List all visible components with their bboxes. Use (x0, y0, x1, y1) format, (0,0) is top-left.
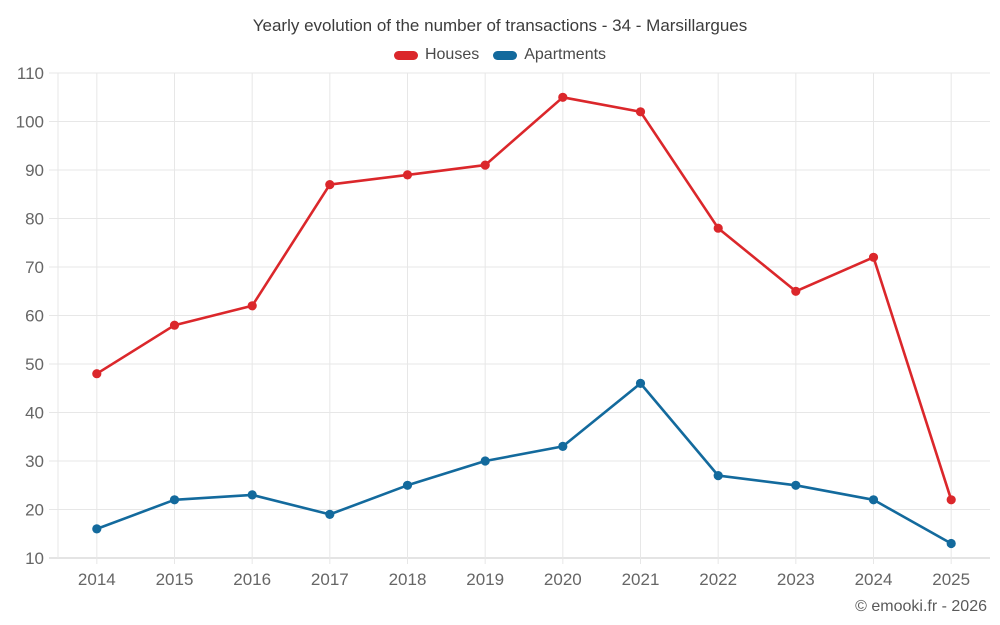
apartments-legend-swatch-icon (493, 50, 518, 60)
houses-data-point[interactable] (791, 286, 801, 296)
apartments-data-point[interactable] (247, 490, 257, 500)
y-axis-tick-label: 20 (25, 501, 44, 520)
houses-data-point[interactable] (868, 252, 879, 262)
y-axis-tick-label: 100 (16, 113, 44, 132)
apartments-data-point[interactable] (558, 441, 568, 451)
x-axis-tick-label: 2023 (777, 570, 815, 589)
x-axis-tick-label: 2019 (466, 570, 504, 589)
apartments-data-point[interactable] (946, 538, 956, 549)
houses-data-point[interactable] (946, 495, 956, 505)
legend-label-apartments: Apartments (524, 46, 607, 63)
y-axis-tick-label: 40 (25, 404, 44, 423)
x-axis-tick-label: 2022 (699, 570, 737, 589)
apartments-line (95, 382, 953, 545)
apartments-data-point[interactable] (325, 509, 335, 519)
apartments-data-point[interactable] (635, 378, 646, 388)
apartments-data-point[interactable] (791, 480, 801, 490)
x-axis-tick-label: 2014 (78, 570, 116, 589)
copyright-credit: © emooki.fr - 2026 (855, 598, 987, 615)
y-axis-tick-label: 70 (25, 258, 44, 277)
houses-legend-swatch-icon (393, 50, 418, 60)
y-axis-tick-label: 10 (25, 549, 44, 568)
houses-data-point[interactable] (92, 369, 102, 379)
y-axis-tick-label: 30 (25, 452, 44, 471)
houses-data-point[interactable] (402, 170, 413, 180)
y-axis-tick-label: 90 (25, 161, 44, 180)
chart-legend: Houses Apartments (0, 46, 1000, 64)
legend-item-houses[interactable]: Houses (393, 46, 480, 64)
houses-data-point[interactable] (247, 301, 257, 311)
legend-label-houses: Houses (424, 46, 480, 63)
x-axis-tick-label: 2025 (932, 570, 970, 589)
apartments-data-point[interactable] (402, 480, 413, 490)
x-axis-tick-label: 2018 (389, 570, 427, 589)
houses-data-point[interactable] (713, 223, 723, 233)
houses-data-point[interactable] (480, 160, 490, 170)
legend-item-apartments[interactable]: Apartments (493, 46, 606, 64)
y-axis-tick-label: 110 (17, 64, 44, 83)
x-axis-tick-label: 2016 (233, 570, 271, 589)
houses-data-point[interactable] (635, 107, 646, 117)
houses-data-point[interactable] (169, 320, 180, 330)
apartments-data-point[interactable] (169, 495, 180, 505)
houses-line (95, 96, 953, 502)
x-axis-tick-label: 2017 (311, 570, 349, 589)
x-axis-tick-label: 2021 (622, 570, 660, 589)
y-axis-tick-label: 80 (25, 210, 44, 229)
apartments-data-point[interactable] (713, 471, 723, 481)
apartments-data-point[interactable] (92, 524, 102, 534)
houses-data-point[interactable] (558, 92, 568, 102)
x-axis-tick-label: 2020 (544, 570, 582, 589)
x-axis-tick-label: 2015 (156, 570, 194, 589)
chart-title: Yearly evolution of the number of transa… (252, 16, 748, 35)
apartments-data-point[interactable] (480, 456, 490, 466)
y-axis-tick-label: 60 (25, 307, 44, 326)
houses-data-point[interactable] (325, 180, 335, 190)
y-axis-tick-label: 50 (25, 355, 44, 374)
x-axis-tick-label: 2024 (855, 570, 893, 589)
apartments-data-point[interactable] (868, 495, 879, 505)
